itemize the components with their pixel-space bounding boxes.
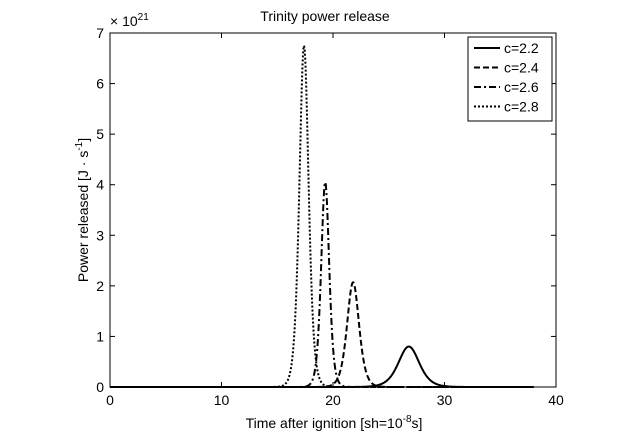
y-tick-label: 1: [96, 328, 104, 344]
legend-label: c=2.4: [504, 60, 539, 76]
x-tick-label: 20: [325, 392, 341, 408]
y-multiplier-exp: 21: [138, 12, 150, 23]
y-tick-label: 5: [96, 126, 104, 142]
series-line-c-2.8: [110, 45, 534, 388]
svg-text:× 1021: × 1021: [110, 12, 149, 29]
y-axis-label: Power released [J · s-1]: [74, 138, 91, 282]
legend: c=2.2 c=2.4 c=2.6 c=2.8: [467, 36, 553, 122]
y-multiplier-base: × 10: [110, 13, 138, 29]
y-tick-label: 6: [96, 76, 104, 92]
legend-label: c=2.8: [504, 99, 539, 115]
series-line-c-2.2: [110, 345, 534, 388]
x-axis-label: Time after ignition [sh=10-8s]: [246, 414, 423, 431]
x-tick-label: 40: [548, 392, 564, 408]
legend-label: c=2.2: [504, 40, 539, 56]
series-lines: [110, 45, 534, 388]
y-axis: 0 1 2 3 4 5 6 7: [96, 25, 556, 395]
legend-label: c=2.6: [504, 79, 539, 95]
y-tick-label: 3: [96, 227, 104, 243]
y-tick-label: 2: [96, 278, 104, 294]
y-multiplier: × 1021: [110, 12, 149, 29]
x-tick-label: 10: [214, 392, 230, 408]
series-line-c-2.4: [110, 280, 534, 388]
x-axis: 0 10 20 30 40: [106, 33, 564, 408]
x-tick-label: 30: [437, 392, 453, 408]
x-tick-label: 0: [106, 392, 114, 408]
y-tick-label: 0: [96, 379, 104, 395]
chart-title: Trinity power release: [260, 8, 390, 24]
y-tick-label: 7: [96, 25, 104, 41]
y-tick-label: 4: [96, 177, 104, 193]
series-line-c-2.6: [110, 181, 534, 388]
